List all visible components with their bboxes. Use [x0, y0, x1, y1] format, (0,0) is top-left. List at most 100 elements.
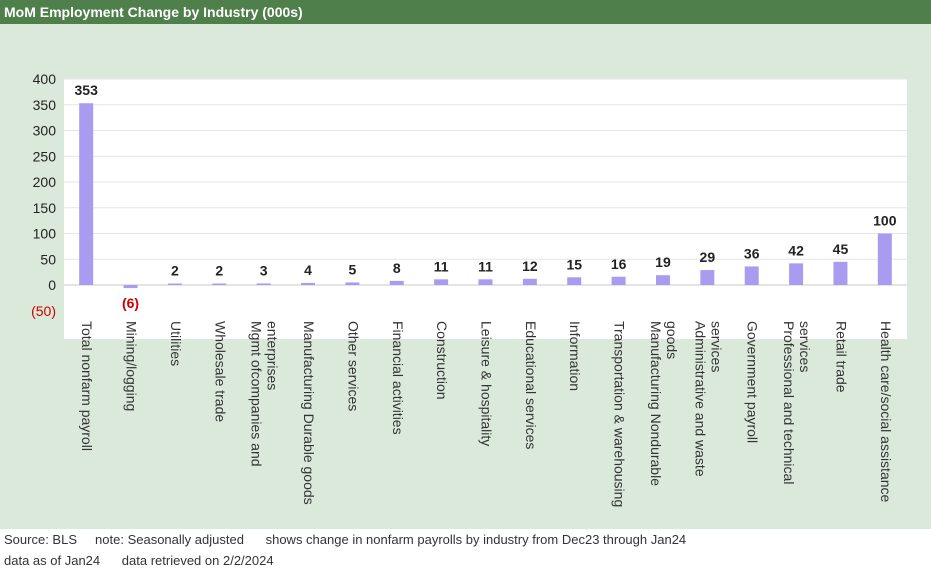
x-tick-label-line: Manufacturing Nondurable: [648, 321, 664, 486]
x-tick-label-line: Utilities: [168, 321, 184, 366]
x-tick-label: Administrative and waste services: [692, 321, 724, 477]
x-tick-label: Information: [567, 321, 583, 391]
bar: [256, 283, 271, 285]
x-tick-label: Manufacturing Durable goods: [301, 321, 317, 505]
bar: [389, 280, 404, 285]
x-tick-label-line: Financial activities: [390, 321, 406, 435]
value-label: 36: [744, 245, 760, 261]
value-label: 11: [434, 258, 449, 274]
x-tick-label-line: Professional and technical: [781, 321, 797, 484]
x-tick-label-line: services: [797, 321, 813, 372]
x-tick-label-line: services: [708, 321, 724, 372]
bar: [345, 282, 360, 285]
x-tick-label: Wholesale trade: [212, 321, 228, 422]
y-tick-label: (50): [31, 303, 56, 319]
value-label: 4: [304, 262, 312, 278]
y-tick-label: 100: [33, 226, 57, 242]
value-label: 45: [833, 241, 849, 257]
value-label: 16: [611, 256, 627, 272]
y-axis-ticks: 400 350 300 250 200 150 100 50 0 (50): [31, 71, 56, 319]
x-tick-label-line: goods: [664, 321, 680, 359]
bar: [700, 270, 715, 285]
bar: [434, 279, 449, 285]
x-tick-label: Leisure & hospitality: [479, 321, 495, 446]
x-tick-label: Mining/logging: [124, 321, 140, 411]
x-tick-label: Health care/social assistance: [878, 321, 894, 503]
value-label: 42: [788, 242, 804, 258]
x-tick-label-line: Transportation & warehousing: [612, 321, 628, 507]
x-tick-label: Educational services: [523, 321, 539, 449]
x-tick-label: Government payroll: [745, 321, 761, 443]
y-tick-label: 400: [33, 71, 57, 87]
x-tick-label-line: Wholesale trade: [212, 321, 228, 422]
x-tick-label: Construction: [434, 321, 450, 400]
bar: [301, 282, 316, 285]
y-tick-label: 300: [33, 123, 57, 139]
chart-panel: 400 350 300 250 200 150 100 50 0 (50) 353 (6) 2 2 3 4 5…: [0, 24, 931, 529]
bar: [79, 103, 94, 285]
x-tick-label-line: Health care/social assistance: [878, 321, 894, 503]
bar: [611, 276, 626, 285]
x-tick-label: Professional and technical services: [781, 321, 813, 484]
value-label: 15: [566, 256, 582, 272]
value-label: 8: [393, 260, 401, 276]
y-tick-label: 150: [33, 200, 57, 216]
value-label: 12: [522, 258, 538, 274]
x-tick-label: Mgmt ofcompanies and enterprises: [249, 321, 281, 467]
x-tick-label-line: Leisure & hospitality: [479, 321, 495, 446]
x-tick-label-line: Educational services: [523, 321, 539, 449]
chart-footer: Source: BLS note: Seasonally adjusted sh…: [0, 529, 931, 571]
x-tick-label: Total nonfarm payroll: [79, 321, 95, 451]
bar: [789, 263, 804, 285]
value-label: 5: [348, 261, 356, 277]
x-tick-label-line: Administrative and waste: [692, 321, 708, 477]
x-tick-label: Financial activities: [390, 321, 406, 435]
x-tick-label-line: Retail trade: [833, 321, 849, 393]
x-tick-label: Manufacturing Nondurable goods: [648, 321, 680, 486]
x-axis-labels: Total nonfarm payroll Mining/logging Utili…: [79, 321, 894, 507]
x-tick-label-line: Government payroll: [745, 321, 761, 443]
chart-header: MoM Employment Change by Industry (000s): [0, 0, 931, 24]
y-tick-label: 200: [33, 174, 57, 190]
bar: [212, 283, 227, 285]
x-tick-label-line: Information: [567, 321, 583, 391]
x-tick-label: Retail trade: [833, 321, 849, 393]
x-tick-label-line: Mgmt ofcompanies and: [249, 321, 265, 467]
bar: [123, 285, 138, 289]
value-label: 2: [215, 263, 223, 279]
value-label: 19: [655, 254, 671, 270]
bar: [167, 283, 182, 285]
value-label: 353: [75, 82, 99, 98]
bar: [567, 277, 582, 285]
plot-area: [64, 79, 907, 339]
x-tick-label-line: Manufacturing Durable goods: [301, 321, 317, 505]
value-label: 11: [478, 258, 493, 274]
x-tick-label-line: Construction: [434, 321, 450, 400]
bars: [79, 103, 892, 289]
value-label: (6): [122, 295, 139, 311]
y-tick-label: 250: [33, 148, 57, 164]
value-label: 2: [171, 263, 179, 279]
x-tick-label: Other services: [345, 321, 361, 411]
y-tick-label: 0: [48, 277, 56, 293]
source-note: Source: BLS note: Seasonally adjusted sh…: [4, 532, 687, 547]
x-tick-label-line: Total nonfarm payroll: [79, 321, 95, 451]
value-label: 3: [260, 262, 268, 278]
x-tick-label-line: Mining/logging: [124, 321, 140, 411]
bar: [655, 275, 670, 285]
bar: [744, 266, 759, 285]
x-tick-label-line: enterprises: [265, 321, 281, 390]
y-tick-label: 50: [40, 251, 56, 267]
value-label: 29: [700, 249, 716, 265]
x-tick-label: Utilities: [168, 321, 184, 366]
x-tick-label: Transportation & warehousing: [612, 321, 628, 507]
bar: [478, 279, 493, 285]
bar: [877, 233, 892, 285]
y-tick-label: 350: [33, 97, 57, 113]
value-label: 100: [873, 213, 897, 229]
chart-title: MoM Employment Change by Industry (000s): [4, 4, 303, 20]
data-date-note: data as of Jan24 data retrieved on 2/2/2…: [4, 553, 274, 568]
bar: [833, 261, 848, 285]
